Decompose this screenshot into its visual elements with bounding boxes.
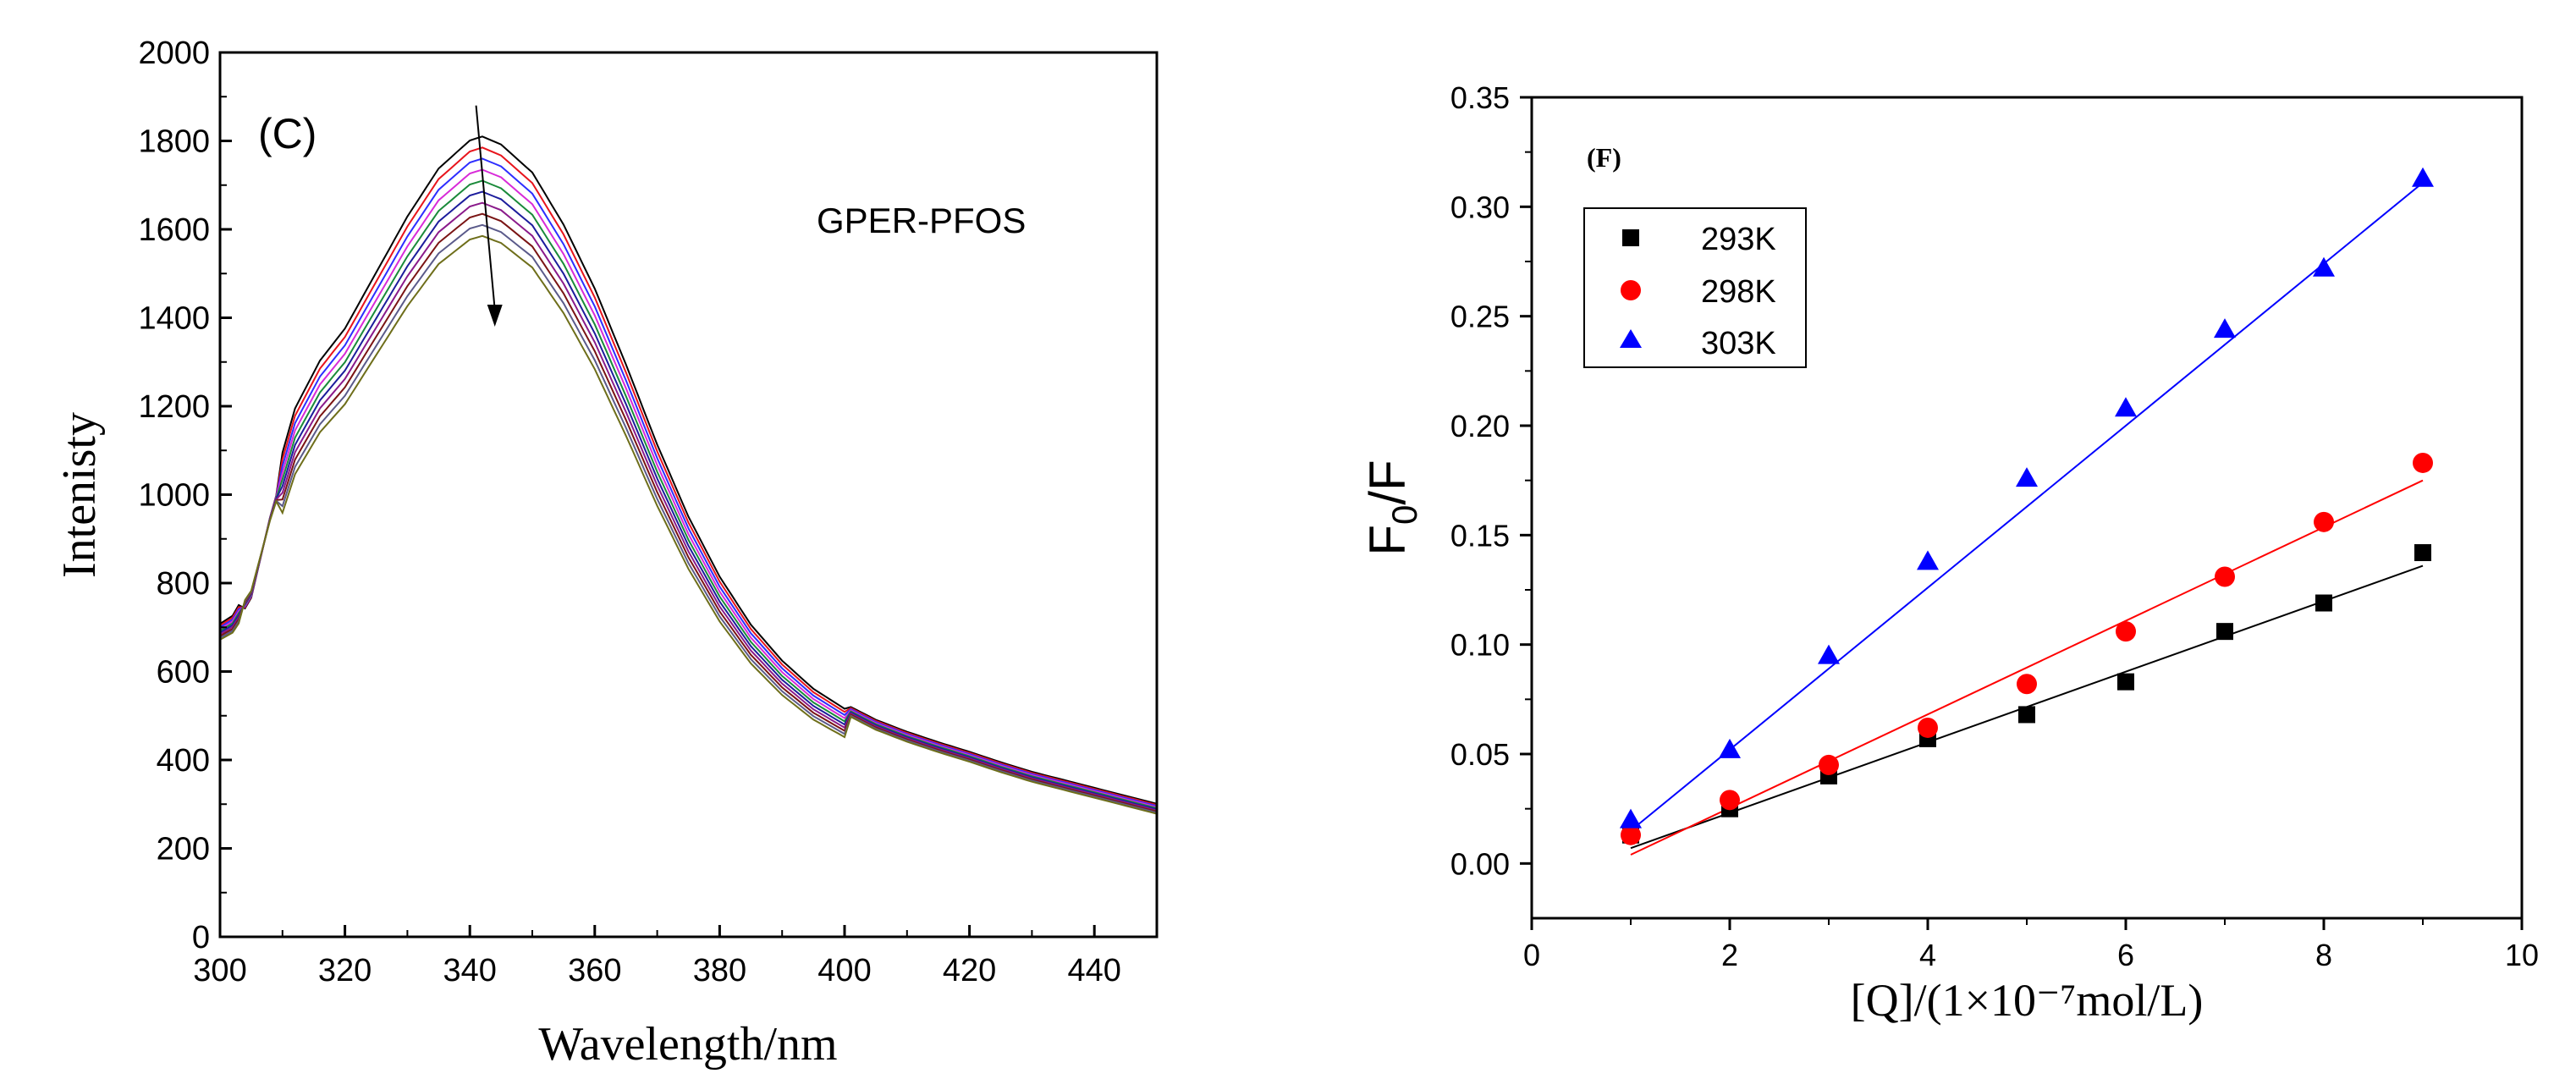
sv-x-tick-label: 10 bbox=[2505, 938, 2539, 972]
sv-legend: 293K 298K 303K bbox=[1583, 207, 1807, 368]
spectrum-line bbox=[219, 135, 1158, 805]
spectrum-line bbox=[219, 157, 1158, 807]
spectra-x-tick-label: 420 bbox=[943, 953, 996, 988]
spectra-x-tick-label: 320 bbox=[318, 953, 372, 988]
point-298K bbox=[1621, 824, 1641, 845]
spectra-x-tick-label: 400 bbox=[817, 953, 871, 988]
point-303K bbox=[2016, 467, 2038, 487]
point-298K bbox=[2017, 674, 2037, 695]
spectra-y-tick-label: 1600 bbox=[138, 212, 210, 248]
sv-data-points bbox=[1620, 167, 2434, 845]
spectra-x-tick-label: 440 bbox=[1067, 953, 1120, 988]
sv-y-axis-label-sub: 0 bbox=[1384, 505, 1424, 525]
legend-marker-298K bbox=[1621, 280, 1641, 300]
spectra-x-tick-label: 380 bbox=[693, 953, 746, 988]
legend-marker-293K bbox=[1622, 229, 1639, 246]
sv-y-tick-label: 0.10 bbox=[1450, 628, 1510, 663]
spectrum-line bbox=[219, 201, 1158, 812]
spectra-x-axis: 300 320 340 360 380 400 420 440 bbox=[193, 925, 1121, 988]
sv-y-tick-label: 0.05 bbox=[1450, 737, 1510, 772]
point-303K bbox=[1620, 808, 1642, 829]
quench-arrow-head bbox=[487, 304, 503, 327]
spectra-y-tick-label: 200 bbox=[157, 832, 210, 867]
spectra-annotation: GPER-PFOS bbox=[817, 201, 1026, 240]
sv-y-tick-label: 0.35 bbox=[1450, 80, 1510, 115]
point-293K bbox=[2315, 594, 2332, 612]
legend-label-293K: 293K bbox=[1701, 222, 1776, 257]
point-298K bbox=[2314, 511, 2334, 532]
spectra-x-tick-label: 340 bbox=[443, 953, 496, 988]
sv-x-tick-label: 4 bbox=[1919, 938, 1936, 972]
spectrum-line bbox=[219, 168, 1158, 808]
spectra-y-tick-label: 600 bbox=[157, 655, 210, 691]
spectrum-line bbox=[219, 234, 1158, 815]
spectra-chart: 300 320 340 360 380 400 420 440 0 200 400 600 800 10… bbox=[53, 36, 1159, 1071]
sv-x-axis-label-text: [Q]/(1×10⁻⁷mol/L) bbox=[1851, 975, 2204, 1026]
spectra-panel-label: (C) bbox=[258, 110, 316, 157]
spectra-x-axis-label: Wavelength/nm bbox=[538, 1018, 837, 1071]
spectra-y-tick-label: 0 bbox=[192, 920, 210, 955]
sv-y-axis: 0.00 0.05 0.10 0.15 0.20 0.25 0.30 0.35 bbox=[1450, 80, 1532, 881]
point-303K bbox=[2115, 397, 2137, 417]
point-298K bbox=[2116, 621, 2136, 642]
point-303K bbox=[2313, 256, 2335, 277]
spectra-y-tick-label: 2000 bbox=[138, 36, 210, 71]
spectrum-line bbox=[219, 179, 1158, 809]
fit-line-303K bbox=[1630, 182, 2424, 832]
fit-line-298K bbox=[1630, 479, 2424, 856]
point-293K bbox=[2018, 706, 2035, 724]
point-303K bbox=[1719, 738, 1741, 758]
sv-panel-label: (F) bbox=[1587, 142, 1621, 173]
sv-x-axis: 0 2 4 6 8 10 bbox=[1523, 918, 2539, 972]
sv-y-axis-label-main: F bbox=[1359, 525, 1416, 556]
sv-y-axis-label: F0/F bbox=[1359, 460, 1424, 555]
spectrum-line bbox=[219, 190, 1158, 811]
spectrum-line bbox=[219, 223, 1158, 814]
point-298K bbox=[2215, 566, 2235, 587]
sv-y-tick-label: 0.15 bbox=[1450, 518, 1510, 553]
sv-x-tick-label: 6 bbox=[2117, 938, 2134, 972]
point-298K bbox=[1918, 717, 1938, 738]
sv-x-tick-label: 8 bbox=[2315, 938, 2332, 972]
legend-label-298K: 298K bbox=[1701, 274, 1776, 310]
point-293K bbox=[2414, 544, 2431, 562]
spectrum-line bbox=[219, 212, 1158, 812]
point-298K bbox=[2413, 452, 2433, 473]
point-298K bbox=[1720, 790, 1740, 811]
spectra-x-tick-label: 360 bbox=[568, 953, 621, 988]
spectra-y-tick-label: 1400 bbox=[138, 301, 210, 337]
sv-y-axis-label-tail: /F bbox=[1359, 460, 1416, 504]
spectra-series-group bbox=[219, 135, 1158, 815]
sv-y-tick-label: 0.20 bbox=[1450, 409, 1510, 443]
spectra-y-tick-label: 400 bbox=[157, 743, 210, 779]
spectra-y-axis-label: Intenisty bbox=[53, 412, 106, 578]
spectra-y-axis: 0 200 400 600 800 1000 1200 1400 1600 1800 2000 bbox=[138, 36, 232, 955]
sv-x-tick-label: 0 bbox=[1523, 938, 1540, 972]
sv-y-tick-label: 0.30 bbox=[1450, 190, 1510, 224]
quench-arrow bbox=[475, 105, 503, 327]
point-303K bbox=[2214, 318, 2236, 339]
quench-arrow-shaft bbox=[475, 105, 496, 311]
spectra-y-tick-label: 1800 bbox=[138, 124, 210, 160]
spectrum-line bbox=[219, 146, 1158, 806]
spectra-y-tick-label: 1000 bbox=[138, 478, 210, 514]
stern-volmer-chart: 0 2 4 6 8 10 0.00 0.05 0.10 0.15 0.20 0.25 0.30 0.35… bbox=[1359, 80, 2539, 1026]
point-298K bbox=[1819, 754, 1839, 775]
point-303K bbox=[1917, 550, 1939, 570]
point-303K bbox=[2412, 167, 2434, 187]
sv-y-tick-label: 0.00 bbox=[1450, 846, 1510, 881]
sv-x-tick-label: 2 bbox=[1721, 938, 1738, 972]
legend-label-303K: 303K bbox=[1701, 326, 1776, 361]
sv-y-tick-label: 0.25 bbox=[1450, 300, 1510, 334]
point-293K bbox=[2216, 623, 2233, 641]
point-293K bbox=[2117, 673, 2134, 691]
spectra-y-tick-label: 800 bbox=[157, 566, 210, 602]
spectra-plot-frame bbox=[218, 51, 1159, 939]
point-303K bbox=[1818, 644, 1840, 664]
sv-x-axis-label: [Q]/(1×10⁻⁷mol/L) bbox=[1851, 975, 2204, 1026]
legend-marker-303K bbox=[1620, 329, 1642, 348]
spectra-y-tick-label: 1200 bbox=[138, 389, 210, 425]
spectra-x-tick-label: 300 bbox=[193, 953, 246, 988]
